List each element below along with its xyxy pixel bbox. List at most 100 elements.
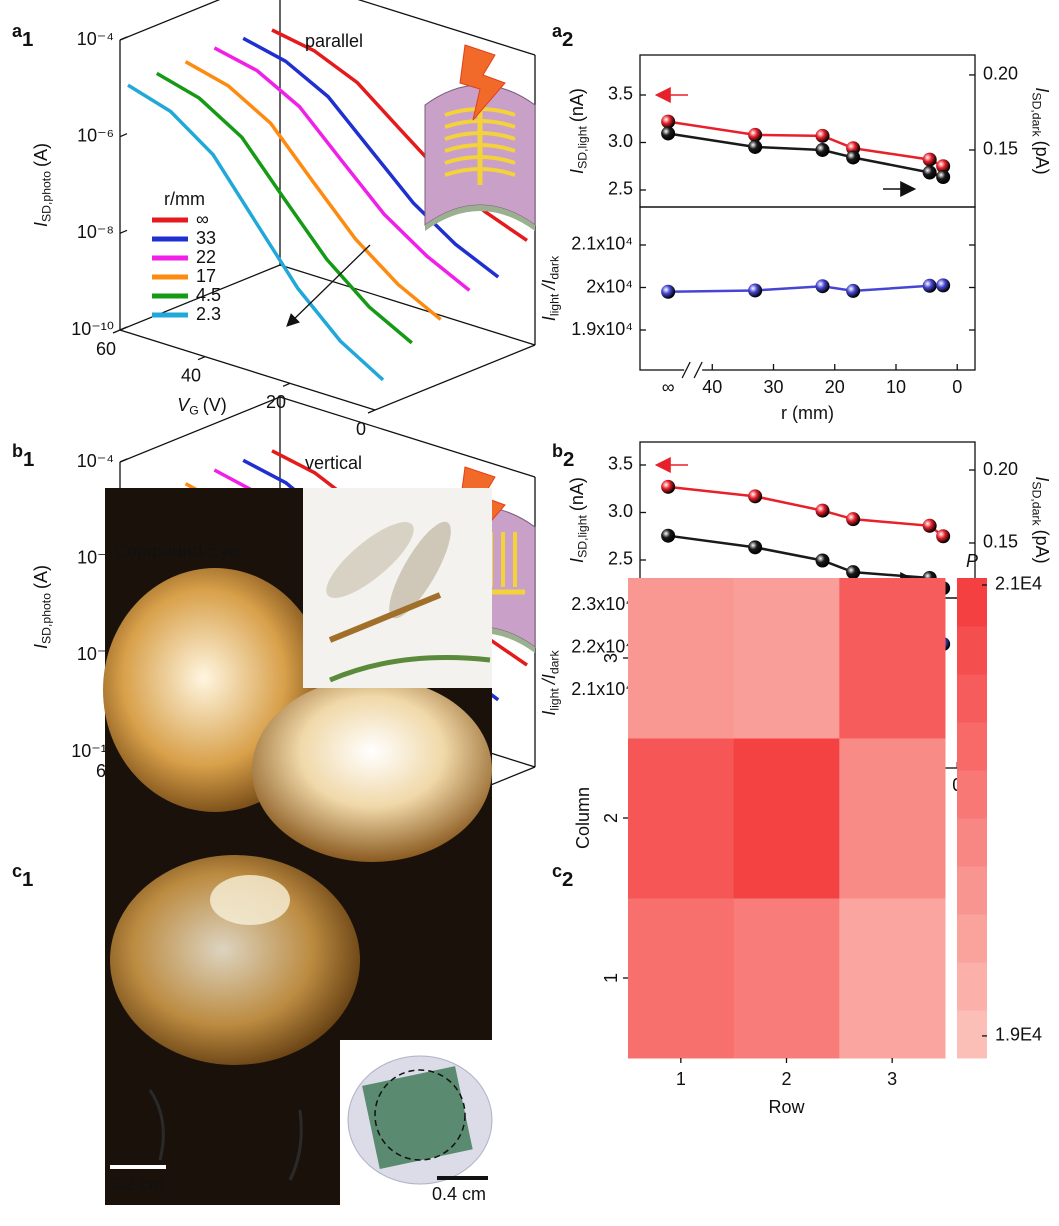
curve (184, 60, 442, 321)
axis-line (357, 0, 536, 56)
colorbar-step (957, 674, 987, 723)
heatmap-cell (733, 578, 840, 739)
plot-frame (639, 206, 976, 371)
y-tick-label: 2.5 (608, 179, 633, 199)
y-tick-label: 2.1x10⁴ (571, 234, 633, 254)
x-tick-label: 30 (763, 377, 783, 397)
ratio-axis-label-part: I (539, 316, 559, 321)
panel-label-part: 2 (562, 869, 573, 891)
data-point (661, 528, 676, 543)
panel-label-part: 2 (562, 29, 573, 51)
y2-axis-label-part: I (1032, 87, 1052, 92)
y-tick-label: 10⁻⁴ (77, 451, 114, 471)
heatmap-cell (839, 738, 946, 899)
heatmap-cell (733, 898, 840, 1059)
y2-axis-label-part: SD,dark (1029, 481, 1043, 526)
y2-tick-label: 0.15 (983, 532, 1018, 552)
x-tick (197, 356, 206, 361)
x-axis-label: VG (V) (177, 395, 227, 418)
ratio-axis-label-part: light (548, 688, 562, 711)
data-point (748, 127, 763, 142)
x-axis-label-part: (V) (203, 395, 227, 415)
y-tick-label: 3.5 (608, 84, 633, 104)
y-tick (119, 326, 128, 331)
data-point (661, 479, 676, 494)
y-axis-label-part: SD,light (576, 514, 590, 557)
y-axis-label: ISD,light (nA) (567, 88, 590, 174)
y-axis-label-part: (A) (31, 565, 51, 589)
axis-line (119, 396, 281, 463)
antenna (148, 1089, 165, 1161)
light-bolt (459, 44, 506, 121)
colorbar-step (957, 818, 987, 867)
panel-label-part: c (12, 861, 22, 881)
y-axis-label-part: SD,light (576, 125, 590, 168)
y2-tick-label: 0.20 (983, 459, 1018, 479)
trend-arrow (286, 244, 371, 327)
y2-axis-label-part: I (1032, 476, 1052, 481)
legend-label: 17 (196, 266, 216, 286)
ratio-axis-label-part: light (548, 293, 562, 316)
x-axis-label: Row (768, 1097, 805, 1117)
y-tick-label: 3 (601, 653, 621, 663)
y-tick-label: 1 (601, 973, 621, 983)
data-point (936, 278, 951, 293)
y-axis-label-part: I (567, 169, 587, 174)
colorbar-step (957, 722, 987, 771)
data-point (922, 278, 937, 293)
annotation: vertical (305, 453, 362, 473)
colorbar-step (957, 578, 987, 627)
y-tick-label: 2.1x10⁴ (571, 679, 633, 699)
heatmap-cell (628, 578, 735, 739)
wing (389, 521, 451, 619)
panel-label-part: 1 (22, 869, 33, 891)
panel-label-part: b (12, 441, 23, 461)
data-point (661, 114, 676, 129)
axis-line (119, 329, 376, 411)
y-tick-label: 2.5 (608, 549, 633, 569)
colorbar-title: P (966, 551, 978, 571)
panel-label: c2 (552, 861, 573, 892)
panel-label: c1 (12, 861, 33, 892)
x-tick-label: 60 (96, 339, 116, 359)
x-tick-label: 40 (181, 365, 201, 385)
ratio-axis-label: Ilight/Idark (539, 649, 562, 715)
data-point (748, 540, 763, 555)
y-tick-label: 3.0 (608, 501, 633, 521)
y-tick-label: 2x10⁴ (586, 276, 633, 296)
axis-line (279, 396, 536, 478)
ratio-axis-label-part: /I (539, 674, 559, 686)
ratio-axis-label-part: dark (548, 255, 562, 280)
x-tick-label: 0 (356, 419, 366, 439)
y-axis-label: ISD,photo (A) (31, 143, 54, 227)
x-axis-label-part: V (177, 395, 191, 415)
y2-axis-label-part: (pA) (1032, 141, 1052, 175)
y2-tick-label: 0.15 (983, 139, 1018, 159)
photo-caption: Compound-Eye (114, 541, 239, 561)
curve (271, 28, 528, 242)
colorbar-step (957, 866, 987, 915)
y-axis-label: ISD,photo (A) (31, 565, 54, 649)
data-point (922, 165, 937, 180)
axis-break-gap (684, 367, 703, 373)
y-tick-label: 3.5 (608, 454, 633, 474)
flexible-device (362, 1066, 473, 1170)
antenna (288, 1109, 303, 1181)
wing (326, 522, 414, 598)
y-tick-label: 10⁻⁸ (77, 644, 114, 664)
colorbar-tick-label: 2.1E4 (995, 574, 1042, 594)
y-tick-label: 2 (601, 813, 621, 823)
data-point (748, 489, 763, 504)
y2-tick-label: 0.20 (983, 64, 1018, 84)
x-tick-label: 10 (886, 377, 906, 397)
x-tick-label: 0 (952, 377, 962, 397)
y-axis-label-part: (A) (31, 143, 51, 167)
x-tick-label: 2 (781, 1069, 791, 1089)
heatmap-cell (628, 738, 735, 899)
y-tick (119, 458, 128, 463)
y-axis-label-part: I (31, 222, 51, 227)
legend-label: 2.3 (196, 304, 221, 324)
heatmap-cell (628, 898, 735, 1059)
